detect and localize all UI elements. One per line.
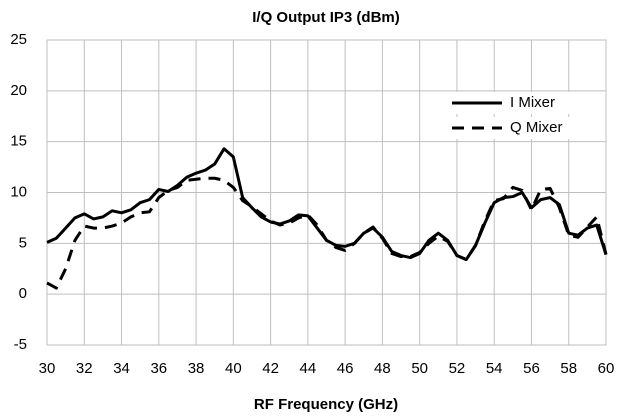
legend-bg: [448, 92, 588, 114]
y-tick-label: 15: [10, 133, 27, 150]
x-tick-label: 32: [76, 360, 93, 377]
x-tick-label: 50: [411, 360, 428, 377]
x-tick-label: 54: [486, 360, 503, 377]
y-tick-label: -5: [14, 336, 27, 353]
x-tick-label: 46: [337, 360, 354, 377]
x-tick-label: 44: [300, 360, 317, 377]
y-tick-label: 25: [10, 31, 27, 48]
x-tick-label: 58: [560, 360, 577, 377]
chart-title: I/Q Output IP3 (dBm): [252, 9, 400, 26]
x-tick-label: 40: [225, 360, 242, 377]
x-tick-label: 56: [523, 360, 540, 377]
x-tick-label: 42: [262, 360, 279, 377]
y-tick-label: 0: [19, 285, 27, 302]
x-axis-label: RF Frequency (GHz): [254, 396, 398, 413]
x-tick-label: 36: [150, 360, 167, 377]
line-series: [46, 176, 608, 290]
y-tick-label: 5: [19, 234, 27, 251]
plot-border: [46, 39, 607, 346]
x-tick-label: 48: [374, 360, 391, 377]
legend-label: I Mixer: [510, 94, 555, 111]
x-tick-label: 38: [188, 360, 205, 377]
legend-label: Q Mixer: [510, 119, 563, 136]
x-tick-label: 34: [113, 360, 130, 377]
legend-bg: [448, 117, 588, 139]
x-tick-label: 52: [449, 360, 466, 377]
x-tick-label: 60: [598, 360, 615, 377]
y-tick-label: 10: [10, 183, 27, 200]
x-tick-label: 30: [39, 360, 56, 377]
y-tick-label: 20: [10, 82, 27, 99]
